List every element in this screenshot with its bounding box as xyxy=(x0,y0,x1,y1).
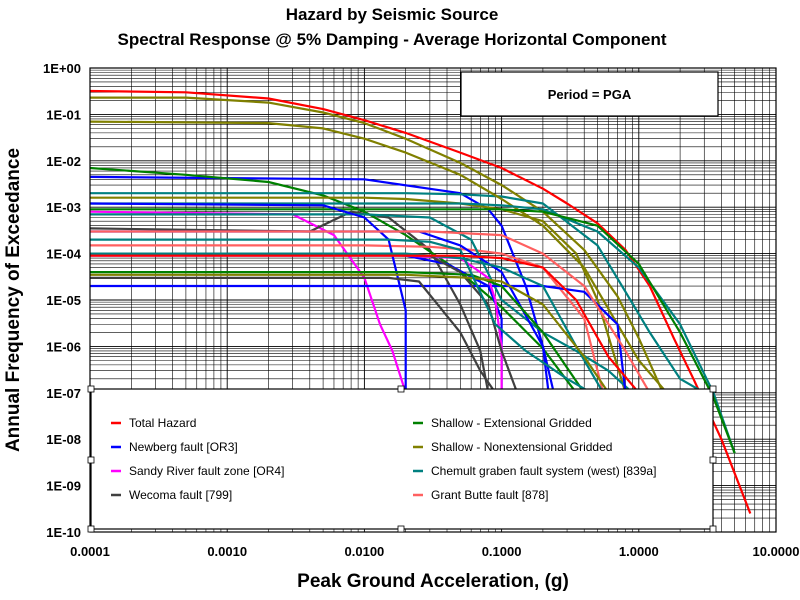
legend-handle xyxy=(87,385,95,393)
series-line xyxy=(89,166,578,394)
legend-label: Chemult graben fault system (west) [839a… xyxy=(431,464,656,478)
series-line xyxy=(89,120,668,394)
period-annotation: Period = PGA xyxy=(548,87,632,102)
y-tick-label: 1E-06 xyxy=(46,339,81,354)
legend-handle xyxy=(87,525,95,533)
chart-title: Hazard by Seismic Source xyxy=(286,5,499,24)
x-tick-label: 0.0001 xyxy=(70,544,110,559)
legend-label: Sandy River fault zone [OR4] xyxy=(129,464,284,478)
legend-handle xyxy=(709,456,717,464)
legend-handle xyxy=(709,385,717,393)
series-line xyxy=(90,254,640,394)
y-tick-label: 1E+00 xyxy=(43,61,81,76)
y-tick-label: 1E-05 xyxy=(46,293,81,308)
series-line xyxy=(90,273,610,394)
y-tick-label: 1E-07 xyxy=(46,386,81,401)
series-lines xyxy=(89,89,752,514)
x-axis-label: Peak Ground Acceleration, (g) xyxy=(297,571,569,592)
legend-handle xyxy=(87,456,95,464)
x-tick-label: 0.0010 xyxy=(207,544,247,559)
x-tick-label: 0.0100 xyxy=(345,544,385,559)
legend-label: Wecoma fault [799] xyxy=(129,488,232,502)
y-axis-label: Annual Frequency of Exceedance xyxy=(3,148,24,452)
chart-subtitle: Spectral Response @ 5% Damping - Average… xyxy=(117,30,666,49)
y-tick-label: 1E-04 xyxy=(46,247,81,262)
x-axis-ticks: 0.0001 0.0010 0.0100 0.1000 1.0000 10.0000 xyxy=(70,544,799,559)
series-line xyxy=(90,238,592,394)
legend-label: Total Hazard xyxy=(129,416,196,430)
series-line xyxy=(90,196,627,394)
series-line xyxy=(90,192,705,394)
legend-handle xyxy=(397,525,405,533)
legend-handle xyxy=(397,385,405,393)
series-line xyxy=(89,202,407,393)
series-line xyxy=(89,210,490,394)
y-tick-label: 1E-09 xyxy=(46,479,81,494)
y-tick-label: 1E-03 xyxy=(46,200,81,215)
y-tick-label: 1E-08 xyxy=(46,432,81,447)
series-line xyxy=(89,175,550,393)
series-line xyxy=(90,244,609,394)
period-annotation-frame xyxy=(460,71,719,117)
legend-label: Newberg fault [OR3] xyxy=(129,440,238,454)
series-line xyxy=(89,89,752,514)
y-tick-label: 1E-02 xyxy=(46,154,81,169)
legend: Total Hazard Newberg fault [OR3] Sandy Riv… xyxy=(87,385,717,533)
series-line xyxy=(90,230,651,394)
legend-handles xyxy=(87,385,717,533)
series-line xyxy=(90,208,736,454)
legend-entries: Total Hazard Newberg fault [OR3] Sandy Riv… xyxy=(111,416,656,502)
series-line xyxy=(90,213,634,394)
x-tick-label: 0.1000 xyxy=(482,544,522,559)
legend-label: Shallow - Nonextensional Gridded xyxy=(431,440,612,454)
legend-frame xyxy=(90,388,714,530)
x-tick-label: 10.0000 xyxy=(753,544,800,559)
plot-area-frame xyxy=(89,67,777,533)
x-tick-label: 1.0000 xyxy=(619,544,659,559)
y-tick-label: 1E-01 xyxy=(46,107,81,122)
series-line xyxy=(90,276,497,394)
y-tick-label: 1E-10 xyxy=(46,525,81,540)
period-annotation-box: Period = PGA xyxy=(460,71,719,117)
legend-label: Grant Butte fault [878] xyxy=(431,488,548,502)
series-line xyxy=(90,96,665,394)
series-line xyxy=(90,202,736,454)
legend-handle xyxy=(709,525,717,533)
y-axis-ticks: 1E+00 1E-01 1E-02 1E-03 1E-04 1E-05 1E-06 1E-07… xyxy=(43,61,82,540)
legend-label: Shallow - Extensional Gridded xyxy=(431,416,592,430)
